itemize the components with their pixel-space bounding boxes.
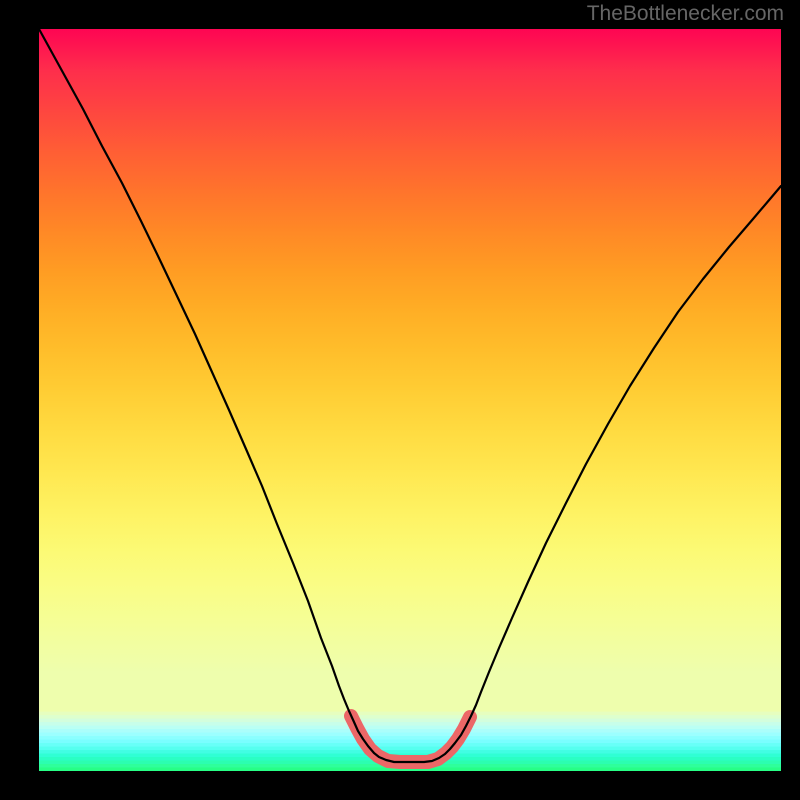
- curve-overlay: [0, 0, 800, 800]
- chart-canvas: TheBottlenecker.com: [0, 0, 800, 800]
